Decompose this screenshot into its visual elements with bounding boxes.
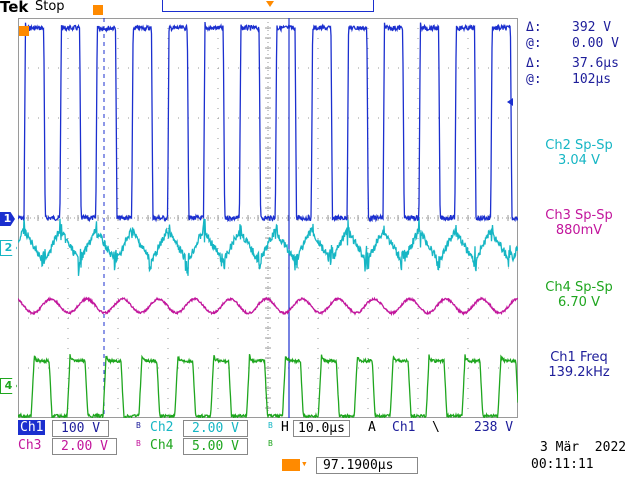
ch2-waveform [18, 216, 518, 276]
ch2-scale[interactable]: 2.00 V [183, 420, 248, 437]
ch4-waveform [18, 354, 518, 418]
ch4-measurement: Ch4 Sp-Sp 6.70 V [522, 280, 636, 310]
delta-t-symbol: Δ: [526, 56, 542, 71]
at-t-value: 102μs [572, 72, 612, 87]
ch1-scale[interactable]: 100 V [52, 420, 110, 437]
measurement-value: 880mV [555, 223, 603, 238]
trigger-marker-icon [19, 26, 29, 36]
measurement-label: Ch3 Sp-Sp [545, 208, 613, 223]
at-v-symbol: @: [526, 36, 542, 51]
ch4-bw-icon: B [268, 439, 273, 448]
measurement-panel: Δ: 392 V @: 0.00 V Δ: 37.6μs @: 102μs Ch… [522, 18, 636, 418]
at-v-value: 0.00 V [572, 36, 619, 51]
ch2-measurement: Ch2 Sp-Sp 3.04 V [522, 138, 636, 168]
settings-bar: Ch1 100 V B Ch2 2.00 V B H 10.0μs A Ch1 … [0, 419, 636, 480]
ch4-ground-marker[interactable]: 4 [0, 378, 17, 394]
trigger-mode: A [368, 420, 376, 435]
horizontal-scale[interactable]: 10.0μs [293, 420, 350, 437]
ch2-ground-marker[interactable]: 2 [0, 240, 17, 256]
time: 00:11:11 [531, 457, 594, 472]
status-bar: Tek Stop [0, 0, 636, 18]
measurement-value: 6.70 V [558, 295, 600, 310]
ch3-label[interactable]: Ch3 [18, 438, 42, 453]
cursors[interactable] [103, 18, 290, 418]
ch2-label[interactable]: Ch2 [150, 420, 174, 435]
at-t-symbol: @: [526, 72, 542, 87]
measurement-label: Ch1 Freq [550, 350, 608, 365]
ch1-ground-marker[interactable]: 1 [0, 212, 15, 226]
measurement-label: Ch4 Sp-Sp [545, 280, 613, 295]
delta-v-value: 392 V [572, 20, 612, 35]
measurement-value: 139.2kHz [548, 365, 610, 380]
ch3-bw-icon: B [136, 439, 141, 448]
ch1-waveform [18, 21, 518, 223]
waveform-display[interactable] [18, 18, 518, 418]
ch2-bw-icon: B [268, 421, 273, 430]
delta-t-value: 37.6μs [572, 56, 619, 71]
trigger-level[interactable]: 238 V [474, 420, 514, 435]
ch3-waveform [18, 296, 518, 317]
trigger-point-icon [266, 1, 274, 7]
ch1-label[interactable]: Ch1 [18, 420, 46, 435]
trigger-level-icon [507, 98, 513, 106]
record-view-bar [162, 0, 374, 12]
ch4-scale[interactable]: 5.00 V [183, 438, 248, 455]
measurement-value: 3.04 V [558, 153, 600, 168]
acquisition-state: Stop [35, 0, 65, 14]
ch3-measurement: Ch3 Sp-Sp 880mV [522, 208, 636, 238]
arrow-icon: ▾ [301, 457, 308, 470]
ch1-frequency-measurement: Ch1 Freq 139.2kHz [522, 350, 636, 380]
brand-logo: Tek [0, 0, 29, 16]
trigger-source[interactable]: Ch1 [392, 420, 416, 435]
trigger-position-icon [93, 5, 103, 15]
ch4-label[interactable]: Ch4 [150, 438, 174, 453]
ch1-bw-icon: B [136, 421, 141, 430]
horizontal-label: H [281, 420, 289, 435]
horizontal-position-icon [282, 459, 300, 471]
delta-v-symbol: Δ: [526, 20, 542, 35]
measurement-label: Ch2 Sp-Sp [545, 138, 613, 153]
horizontal-position[interactable]: 97.1900μs [316, 457, 418, 474]
trigger-slope-icon: \ [432, 420, 440, 435]
ch3-scale[interactable]: 2.00 V [52, 438, 117, 455]
date: 3 Mär 2022 [540, 440, 627, 455]
